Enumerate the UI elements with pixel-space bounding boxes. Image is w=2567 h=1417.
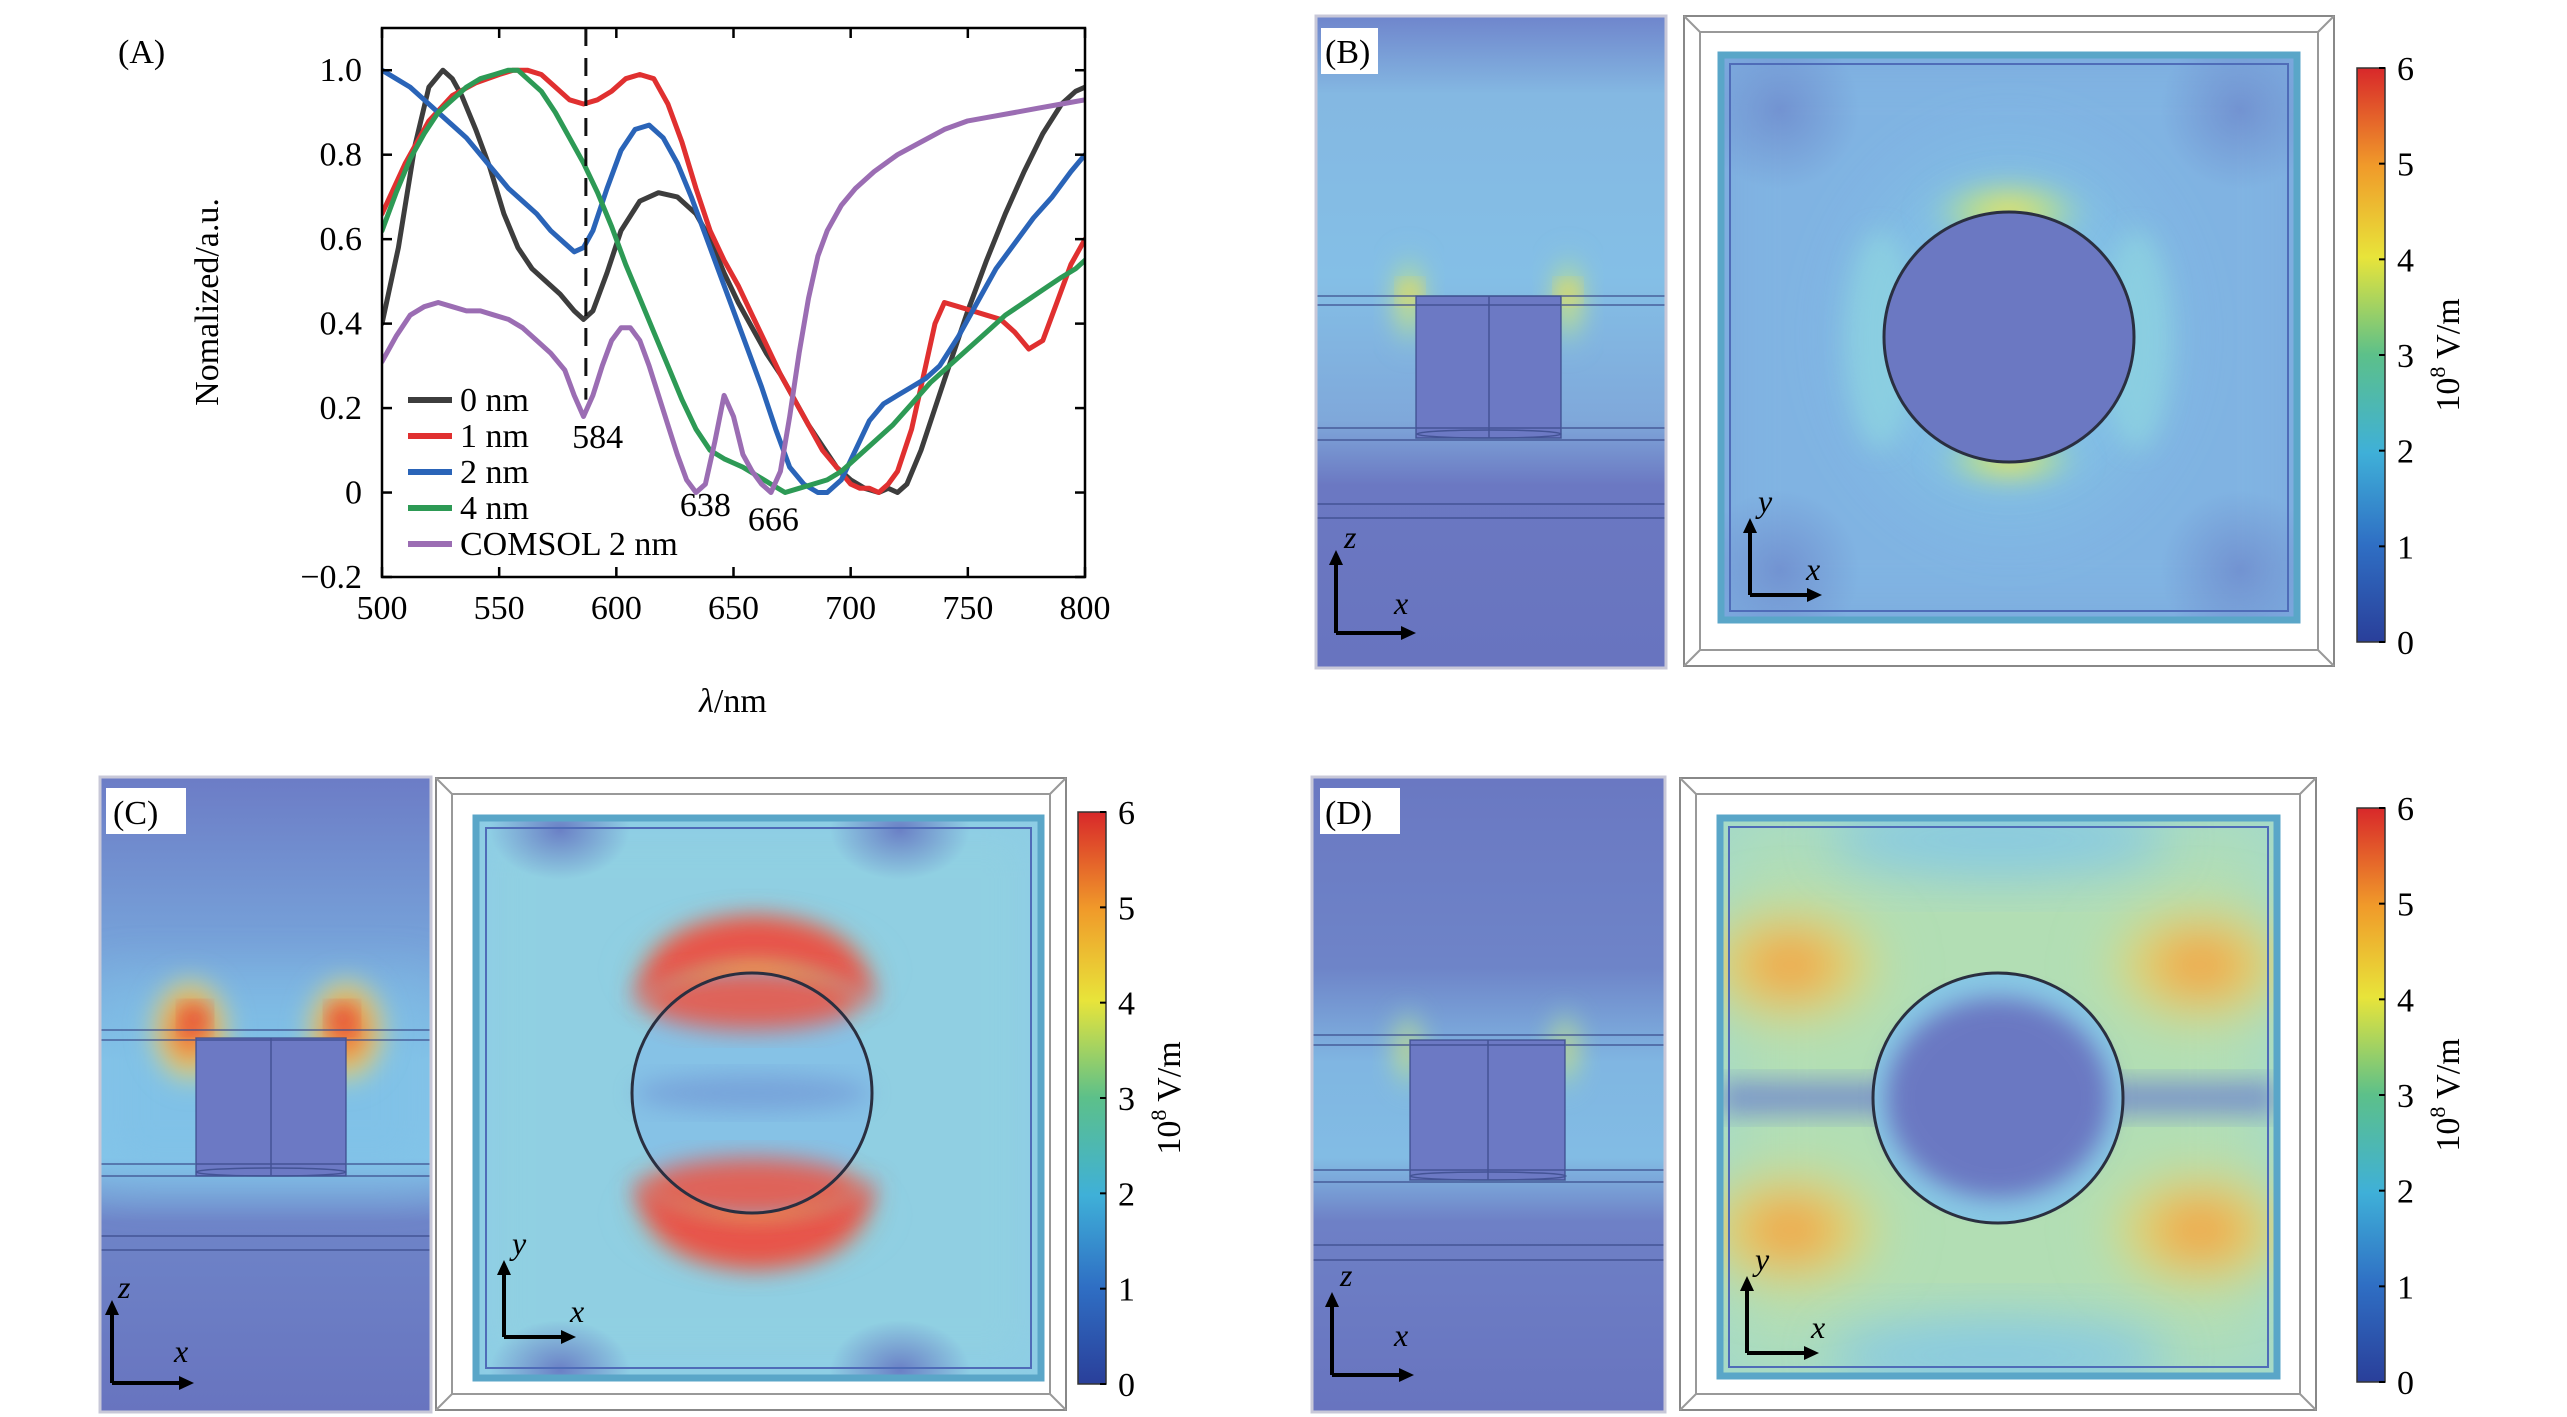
legend-label: 0 nm [460, 382, 529, 419]
colorbar-b: 0 1 2 3 4 5 6 108 V/m [2356, 51, 2467, 662]
axis-triad-side-b: z x [1329, 519, 1416, 640]
axis-x-label: x [1393, 585, 1408, 621]
side-view-d [1312, 777, 1665, 1412]
series-line-3 [382, 67, 1085, 495]
panel-label-c: (C) [113, 795, 158, 832]
axis-y-label: y [1752, 1241, 1770, 1277]
panel-label-bg-c [106, 788, 186, 834]
colorbar-tick-label: 3 [2397, 338, 2414, 375]
y-tick-label: 0.8 [320, 137, 363, 174]
colorbar-tick-label: 3 [1118, 1081, 1135, 1118]
series-line-2 [382, 67, 1085, 495]
panel-d: (D) z x [1310, 775, 2467, 1414]
plot-area [382, 67, 1085, 495]
panel-label-d: (D) [1325, 795, 1372, 832]
legend-label: 1 nm [460, 418, 529, 455]
y-axis-label: Nomalized/a.u. [189, 198, 226, 406]
colorbar-c: 0 1 2 3 4 5 6 108 V/m [1077, 795, 1188, 1404]
side-view-frame [98, 775, 433, 1414]
x-axis-label: λ/nm [698, 683, 767, 720]
top-view-b: y x [1683, 15, 2335, 667]
axis-z-label: z [117, 1269, 131, 1305]
top-view-c: y x [435, 777, 1067, 1411]
panel-a: (A) 500 550 600 650 700 750 800 −0.2 0 0.2 0.4 0.6 0… [118, 26, 1111, 720]
axis-z-label: z [1343, 519, 1357, 555]
colorbar-tick-label: 6 [2397, 51, 2414, 88]
axis-triad-side-d: z x [1325, 1257, 1414, 1382]
y-tick-label: 0.4 [320, 306, 363, 343]
y-tick-label: 0.2 [320, 390, 363, 427]
colorbar-tick-label: 1 [2397, 529, 2414, 566]
axis-triad-top-c: y x [497, 1225, 584, 1344]
series-line-4 [382, 97, 1085, 495]
x-tick-label: 750 [942, 590, 993, 627]
series-layer [382, 67, 1085, 495]
y-tick-label: 1.0 [320, 52, 363, 89]
axis-x-label: x [1393, 1317, 1408, 1353]
y-tick-label: 0.6 [320, 221, 363, 258]
axis-ticks: 500 550 600 650 700 750 800 −0.2 0 0.2 0.4 0.6 0.8 1.… [300, 28, 1111, 627]
colorbar-tick-label: 1 [2397, 1269, 2414, 1306]
panel-b: (B) z x [1314, 14, 2467, 670]
legend-label: 4 nm [460, 490, 529, 527]
x-tick-label: 550 [474, 590, 525, 627]
colorbar-unit-label: 108 V/m [1146, 1041, 1188, 1154]
colorbar-tick-label: 4 [1118, 986, 1135, 1023]
side-view-frame [1310, 775, 1667, 1414]
colorbar-tick-label: 3 [2397, 1078, 2414, 1115]
colorbar-tick-label: 4 [2397, 242, 2414, 279]
side-view-c [100, 777, 431, 1412]
colorbar-tick-label: 2 [2397, 1174, 2414, 1211]
series-line-0 [382, 67, 1085, 495]
colorbar-tick-label: 2 [2397, 434, 2414, 471]
panel-label-bg-b [1321, 28, 1378, 74]
axis-triad-top-b: y x [1743, 483, 1822, 602]
annotation-label: 638 [680, 487, 731, 524]
axis-x-label: x [1810, 1309, 1825, 1345]
y-tick-label: −0.2 [300, 559, 362, 596]
axis-x-label: x [1805, 551, 1820, 587]
colorbar-tick-label: 0 [2397, 625, 2414, 662]
colorbar-tick-label: 5 [2397, 147, 2414, 184]
legend-label: 2 nm [460, 454, 529, 491]
panel-label-a: (A) [118, 34, 165, 71]
colorbar-d: 0 1 2 3 4 5 6 108 V/m [2356, 791, 2467, 1402]
y-tick-label: 0 [345, 475, 362, 512]
axis-y-label: y [1755, 483, 1773, 519]
x-tick-label: 800 [1060, 590, 1111, 627]
axis-x-label: x [569, 1293, 584, 1329]
side-view-b [1316, 16, 1666, 668]
colorbar-tick-label: 0 [1118, 1367, 1135, 1404]
panel-label-bg-d [1320, 788, 1400, 834]
axis-y-label: y [509, 1225, 527, 1261]
axis-z-label: z [1339, 1257, 1353, 1293]
x-tick-label: 650 [708, 590, 759, 627]
x-tick-label: 500 [357, 590, 408, 627]
colorbar-unit-label: 108 V/m [2425, 298, 2467, 411]
annotation-label: 666 [748, 502, 799, 539]
panel-label-b: (B) [1325, 34, 1370, 71]
colorbar-tick-label: 2 [1118, 1176, 1135, 1213]
x-tick-label: 600 [591, 590, 642, 627]
annotations: 584 638 666 [572, 419, 799, 538]
x-tick-label: 700 [825, 590, 876, 627]
top-view-d: y x [1679, 777, 2317, 1411]
panel-c: (C) z x [98, 775, 1188, 1414]
side-view-frame [1314, 14, 1668, 670]
legend-label: COMSOL 2 nm [460, 526, 678, 563]
colorbar-tick-label: 4 [2397, 982, 2414, 1019]
colorbar-tick-label: 5 [1118, 890, 1135, 927]
colorbar-unit-label: 108 V/m [2425, 1038, 2467, 1151]
annotation-label: 584 [572, 419, 623, 456]
colorbar-tick-label: 0 [2397, 1365, 2414, 1402]
axis-triad-side-c: z x [105, 1269, 194, 1390]
colorbar-tick-label: 6 [1118, 795, 1135, 832]
colorbar-tick-label: 1 [1118, 1272, 1135, 1309]
axis-x-label: x [173, 1333, 188, 1369]
colorbar-tick-label: 6 [2397, 791, 2414, 828]
colorbar-tick-label: 5 [2397, 887, 2414, 924]
axis-triad-top-d: y x [1740, 1241, 1825, 1360]
